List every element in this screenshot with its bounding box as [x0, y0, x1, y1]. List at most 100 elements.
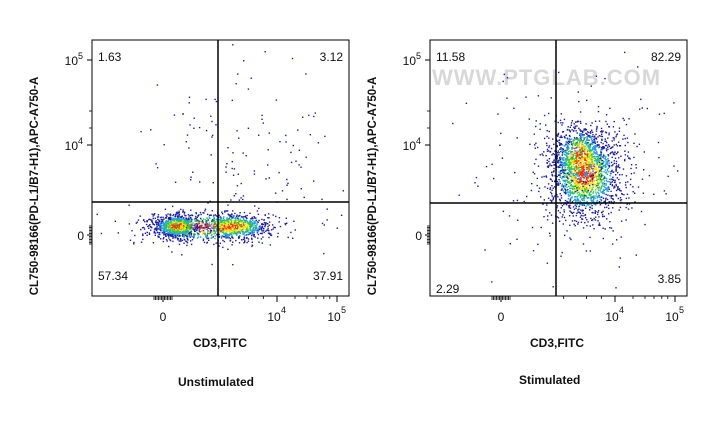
event-dot	[566, 189, 568, 192]
event-dot	[181, 228, 183, 230]
event-dot	[545, 155, 547, 157]
event-dot	[641, 107, 643, 109]
x-tick-exponent: 5	[679, 305, 684, 315]
event-dot	[576, 189, 579, 192]
event-dot	[209, 232, 211, 234]
event-dot	[572, 188, 574, 190]
event-dot	[199, 181, 201, 183]
event-dot	[595, 160, 597, 162]
event-dot	[247, 240, 250, 242]
event-dot	[553, 153, 555, 156]
event-dot	[228, 235, 230, 237]
event-dot	[268, 224, 270, 226]
event-dot	[590, 171, 592, 173]
event-dot	[538, 187, 541, 189]
event-dot	[258, 227, 260, 230]
event-dot	[185, 224, 187, 226]
event-dot	[579, 162, 582, 164]
event-dot	[595, 149, 597, 152]
event-dot	[168, 219, 170, 221]
event-dot	[235, 239, 237, 242]
event-dot	[185, 240, 187, 242]
event-dot	[233, 222, 236, 224]
event-dot	[606, 189, 608, 191]
event-dot	[596, 161, 598, 163]
event-dot	[584, 146, 586, 148]
event-dot	[584, 147, 587, 149]
event-dot	[609, 195, 611, 197]
event-dot	[268, 132, 270, 134]
event-dot	[588, 203, 590, 206]
event-dot	[317, 142, 320, 144]
event-dot	[238, 214, 241, 217]
event-dot	[559, 161, 561, 163]
event-dot	[216, 220, 218, 222]
event-dot	[575, 199, 577, 202]
event-dot	[576, 138, 578, 141]
event-dot	[571, 196, 573, 198]
event-dot	[218, 233, 220, 236]
event-dot	[185, 222, 187, 224]
event-dot	[567, 126, 569, 128]
event-dot	[589, 209, 591, 211]
event-dot	[575, 190, 578, 193]
event-dot	[595, 169, 598, 171]
event-dot	[604, 165, 606, 167]
event-dot	[576, 157, 578, 159]
event-dot	[598, 174, 600, 176]
event-dot	[148, 227, 150, 229]
event-dot	[238, 223, 241, 226]
event-dot	[575, 196, 577, 198]
event-dot	[200, 236, 202, 238]
event-dot	[219, 219, 221, 221]
event-dot	[267, 232, 270, 234]
event-dot	[252, 219, 254, 222]
event-dot	[607, 154, 609, 156]
event-dot	[580, 209, 582, 211]
event-dot	[229, 215, 232, 217]
event-dot	[253, 233, 255, 236]
event-dot	[598, 192, 600, 195]
event-dot	[566, 148, 568, 150]
event-dot	[163, 218, 165, 220]
event-dot	[157, 222, 160, 225]
event-dot	[157, 227, 159, 229]
event-dot	[600, 199, 603, 201]
event-dot	[221, 219, 224, 222]
event-dot	[568, 169, 570, 171]
event-dot	[565, 151, 567, 154]
event-dot	[587, 145, 589, 147]
event-dot	[586, 157, 588, 159]
event-dot	[587, 158, 589, 161]
event-dot	[567, 188, 569, 191]
event-dot	[175, 229, 177, 231]
event-dot	[610, 147, 612, 149]
event-dot	[567, 164, 569, 166]
event-dot	[165, 235, 167, 237]
event-dot	[262, 236, 264, 238]
event-dot	[235, 224, 237, 226]
event-dot	[175, 222, 177, 224]
event-dot	[202, 223, 204, 226]
event-dot	[215, 124, 217, 126]
event-dot	[577, 145, 579, 148]
event-dot	[247, 127, 250, 129]
event-dot	[180, 225, 182, 227]
event-dot	[229, 225, 232, 227]
event-dot	[179, 228, 181, 231]
event-dot	[485, 165, 488, 168]
event-dot	[598, 154, 600, 156]
event-dot	[583, 147, 586, 149]
event-dot	[574, 191, 576, 193]
event-dot	[182, 221, 184, 223]
event-dot	[165, 238, 168, 241]
y-tick-exponent: 5	[416, 51, 421, 61]
event-dot	[491, 163, 493, 166]
event-dot	[168, 229, 170, 231]
event-dot	[242, 221, 245, 224]
event-dot	[596, 153, 598, 155]
event-dot	[600, 131, 602, 133]
event-dot	[185, 141, 187, 143]
event-dot	[173, 229, 175, 231]
